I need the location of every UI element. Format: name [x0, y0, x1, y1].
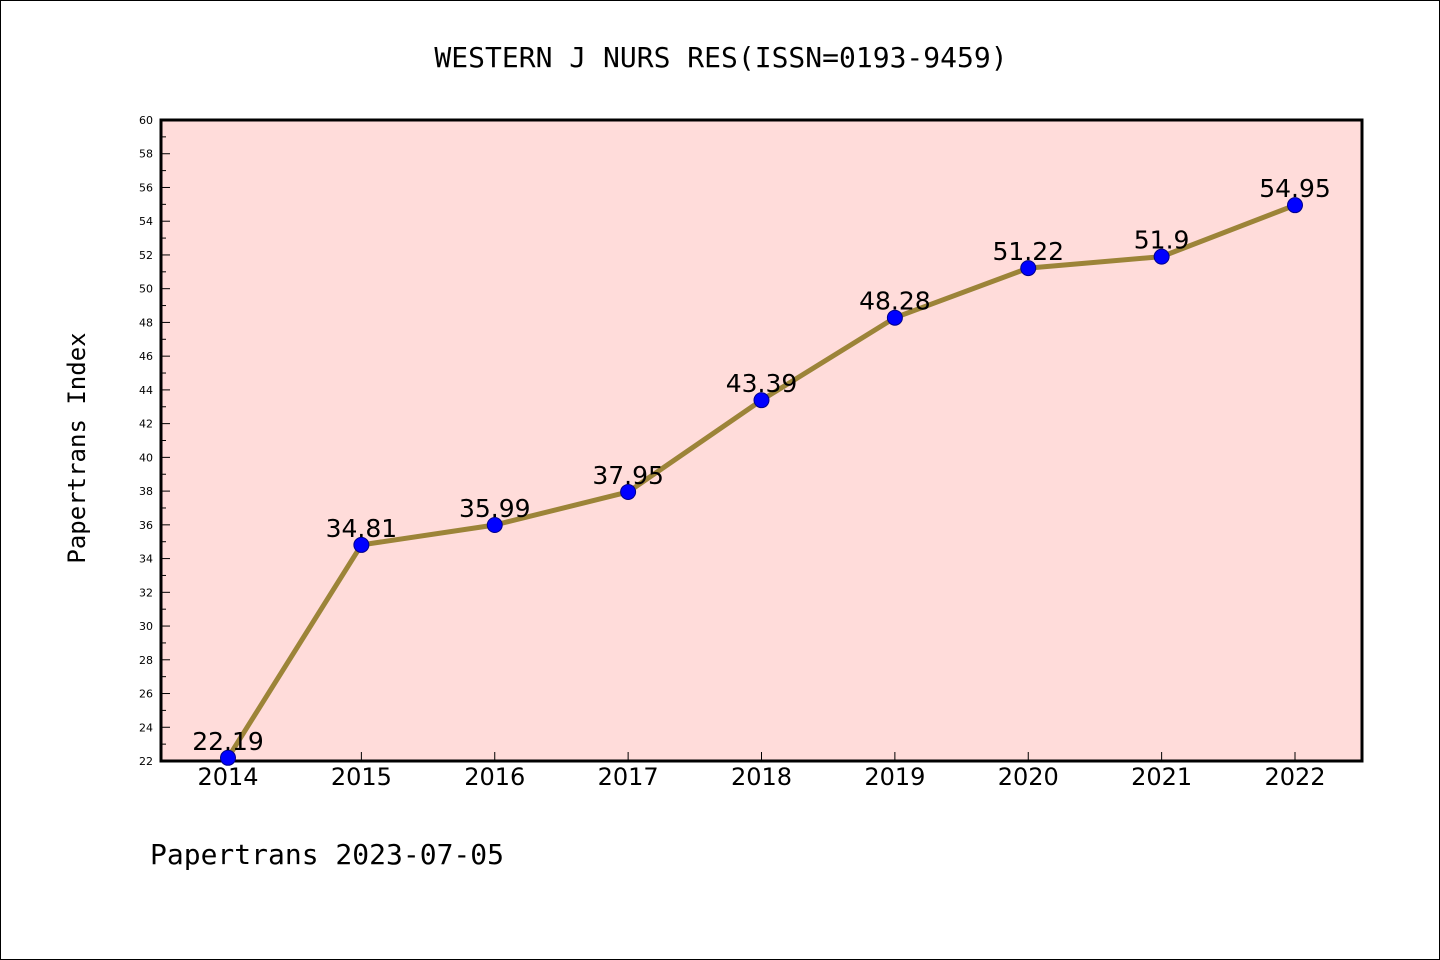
data-label: 22.19 — [192, 727, 264, 756]
data-label: 51.9 — [1134, 226, 1190, 255]
data-label: 51.22 — [992, 237, 1064, 266]
x-tick-label: 2017 — [598, 763, 659, 791]
data-point — [353, 536, 370, 553]
y-tick-label: 38 — [139, 485, 153, 498]
y-tick-label: 56 — [139, 181, 153, 194]
x-tick-label: 2021 — [1131, 763, 1192, 791]
footer-credit: Papertrans 2023-07-05 — [150, 838, 504, 871]
y-tick-label: 24 — [139, 721, 153, 734]
x-tick-label: 2020 — [998, 763, 1059, 791]
x-tick-label: 2019 — [864, 763, 925, 791]
data-label: 35.99 — [459, 494, 531, 523]
y-tick-label: 52 — [139, 249, 153, 262]
y-axis-label: Papertrans Index — [63, 332, 91, 563]
data-point — [486, 517, 503, 534]
y-tick-label: 32 — [139, 586, 153, 599]
x-axis: 2014 2015 2016 2017 2018 2019 2020 2021 2022 — [197, 752, 1326, 791]
x-tick-label: 2022 — [1264, 763, 1325, 791]
series-layer: 22.19 34.81 35.99 37.95 43.39 48.28 51.22 51.9 5… — [192, 174, 1331, 766]
y-tick-label: 22 — [139, 755, 153, 768]
data-point — [1287, 197, 1303, 214]
y-tick-label: 48 — [139, 316, 153, 329]
x-tick-label: 2015 — [331, 763, 392, 791]
y-tick-label: 34 — [139, 553, 153, 566]
data-label: 37.95 — [592, 461, 664, 490]
y-tick-label: 60 — [139, 114, 153, 127]
x-tick-label: 2018 — [731, 763, 792, 791]
data-point — [620, 483, 637, 500]
data-label: 43.39 — [726, 369, 798, 398]
y-tick-label: 44 — [139, 384, 153, 397]
data-label: 48.28 — [859, 287, 931, 316]
plot-area — [159, 118, 1364, 763]
data-point — [753, 392, 770, 409]
chart-title: WESTERN J NURS RES(ISSN=0193-9459) — [434, 41, 1007, 74]
data-label: 54.95 — [1259, 174, 1331, 203]
data-label: 34.81 — [326, 514, 398, 543]
data-point — [1020, 260, 1037, 277]
y-tick-label: 40 — [139, 451, 153, 464]
y-tick-label: 50 — [139, 283, 153, 296]
data-point — [220, 749, 236, 766]
y-tick-label: 36 — [139, 519, 153, 532]
y-tick-label: 58 — [139, 148, 153, 161]
data-point — [886, 309, 903, 326]
y-tick-label: 28 — [139, 654, 153, 667]
y-tick-label: 46 — [139, 350, 153, 363]
x-tick-label: 2014 — [197, 763, 258, 791]
x-tick-label: 2016 — [464, 763, 525, 791]
data-point — [1153, 248, 1170, 265]
y-tick-label: 54 — [139, 215, 153, 228]
y-tick-label: 26 — [139, 688, 153, 701]
y-tick-label: 30 — [139, 620, 153, 633]
y-tick-label: 42 — [139, 418, 153, 431]
y-axis: 22 24 26 28 30 32 34 36 38 40 42 44 46 48 50 52 54 56 58 60 — [139, 114, 170, 768]
